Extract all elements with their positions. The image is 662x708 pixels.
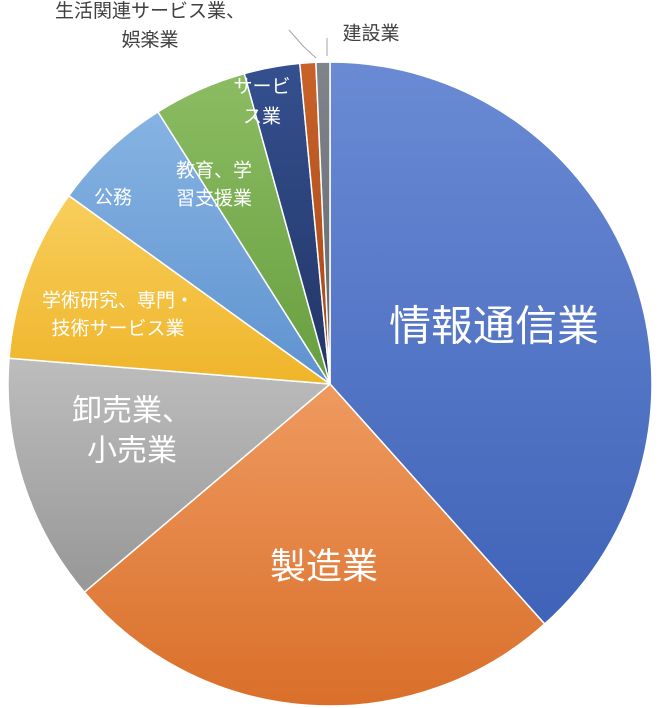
slice-label: 製造業 [270,547,378,588]
slice-label: 卸売業、小売業 [72,394,192,469]
slice-label: 建設業 [342,23,399,45]
slice-label-line: 小売業 [87,434,177,469]
slice-label-line: 学術研究、専門・ [42,290,194,312]
slice-label-line: 建設業 [342,23,399,45]
pie-slice [8,194,331,385]
slice-label: 生活関連サービス業、娯楽業 [55,0,245,51]
slice-label-line: 生活関連サービス業、 [55,0,245,22]
slice-label-line: 習支援業 [176,188,252,210]
slice-label-line: 卸売業、 [72,394,192,429]
slice-label-line: サービ [233,76,290,98]
slice-label-line: 公務 [94,187,132,209]
slice-label: 教育、学習支援業 [176,160,252,210]
pie-slice [83,383,546,707]
slice-label: サービス業 [233,76,290,128]
slice-label: 情報通信業 [389,302,599,351]
slice-label-line: 製造業 [270,547,378,588]
pie-slice [315,61,331,385]
slice-label-line: 娯楽業 [121,29,178,51]
pie-slice [68,111,331,385]
pie-slice [329,61,653,625]
slice-label-line: 技術サービス業 [51,318,184,340]
slice-label: 公務 [94,187,132,209]
slice-label-line: ス業 [243,106,281,128]
leader-line [288,29,317,59]
slice-label-line: 情報通信業 [389,302,599,351]
slice-label-line: 教育、学 [176,160,252,182]
pie-slice [7,357,331,593]
slice-label: 学術研究、専門・技術サービス業 [42,290,194,340]
